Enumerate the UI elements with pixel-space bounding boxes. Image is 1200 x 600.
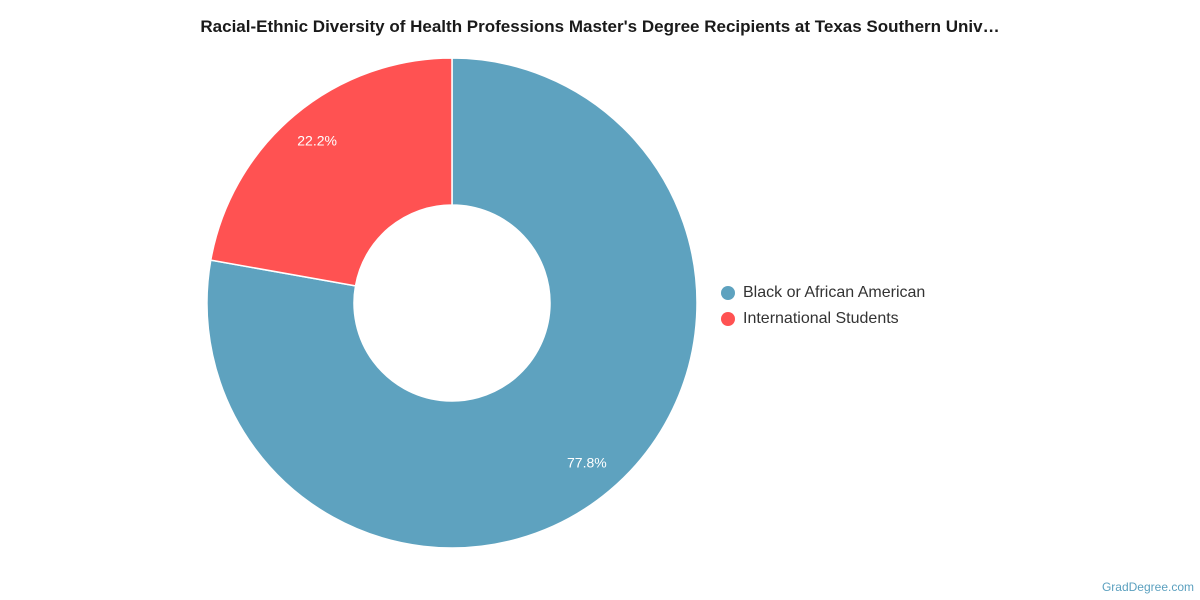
chart-title: Racial-Ethnic Diversity of Health Profes… [200,17,1000,36]
slice-label: 77.8% [567,455,607,471]
labels-layer: 77.8% 22.2% [297,133,606,471]
legend-marker-icon [721,312,735,326]
legend-item[interactable]: Black or African American [721,280,925,306]
slice-label: 22.2% [297,133,337,149]
credit-link[interactable]: GradDegree.com [1101,580,1194,594]
legend-label: International Students [743,310,899,327]
legend-item[interactable]: International Students [721,306,925,332]
legend-label: Black or African American [743,284,926,301]
slice-black-or-african-american[interactable] [206,57,698,549]
legend: Black or African American International S… [721,280,925,332]
slices-layer [206,57,698,549]
legend-marker-icon [721,286,735,300]
slice-international-students[interactable] [209,57,453,287]
